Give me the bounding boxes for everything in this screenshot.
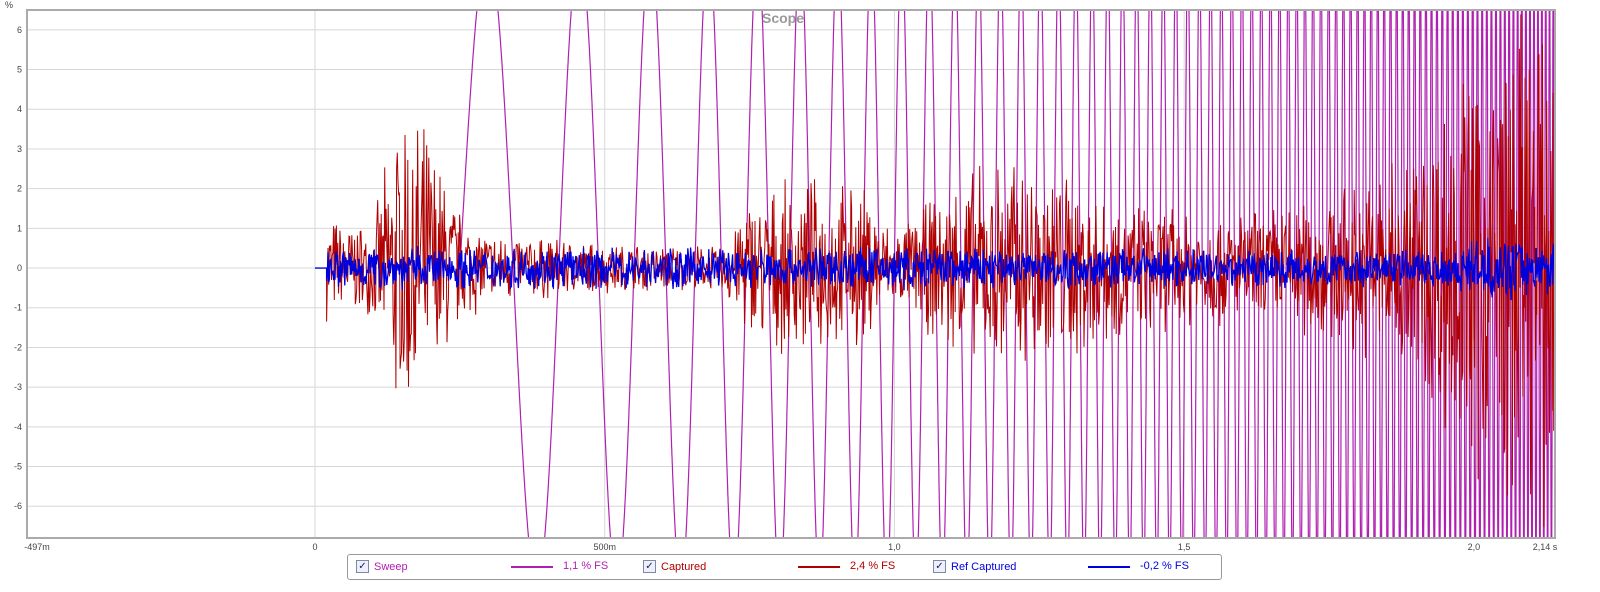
- x-tick-label: -497m: [24, 542, 50, 552]
- legend-item-ref-captured[interactable]: ✓ Ref Captured: [933, 560, 1016, 573]
- legend-value-ref-captured: -0,2 % FS: [1140, 560, 1189, 572]
- x-tick-label: 0: [312, 542, 317, 552]
- legend: ✓ Sweep 1,1 % FS ✓ Captured 2,4 % FS ✓ Ref Ca…: [347, 554, 1222, 580]
- x-tick-label: 1,0: [888, 542, 901, 552]
- x-tick-label: 2,0: [1468, 542, 1481, 552]
- x-tick-label: 1,5: [1178, 542, 1191, 552]
- legend-item-sweep[interactable]: ✓ Sweep: [356, 560, 408, 573]
- plot-frame: [26, 9, 1556, 539]
- checkbox-ref-captured[interactable]: ✓: [933, 560, 946, 573]
- y-tick-label: -4: [14, 422, 22, 432]
- series-ref-captured-line: [314, 237, 1555, 301]
- y-tick-label: 5: [17, 65, 22, 75]
- y-tick-label: 6: [17, 25, 22, 35]
- y-tick-label: -2: [14, 342, 22, 352]
- y-tick-label: 4: [17, 104, 22, 114]
- legend-item-captured[interactable]: ✓ Captured: [643, 560, 706, 573]
- x-tick-label: 2,14 s: [1533, 542, 1558, 552]
- legend-swatch-ref-captured: [1088, 566, 1130, 568]
- chart-title: Scope: [762, 10, 804, 26]
- y-tick-label: 0: [17, 263, 22, 273]
- legend-value-sweep: 1,1 % FS: [563, 560, 609, 572]
- x-tick-label: 500m: [593, 542, 616, 552]
- legend-swatch-captured: [798, 566, 840, 568]
- y-tick-label: -5: [14, 462, 22, 472]
- y-tick-label: -6: [14, 501, 22, 511]
- plot-area[interactable]: Scope % 6 5 4 3 2 1 0 -1 -2 -3 -4 -5 -6 -497m 0 500m 1,0…: [0, 0, 1600, 552]
- legend-swatch-sweep: [511, 566, 553, 568]
- y-tick-label: 1: [17, 223, 22, 233]
- y-axis-label: %: [5, 0, 13, 10]
- y-tick-label: -3: [14, 382, 22, 392]
- checkbox-captured[interactable]: ✓: [643, 560, 656, 573]
- series-captured-line: [314, 14, 1555, 527]
- legend-label: Captured: [661, 560, 707, 573]
- y-tick-label: 2: [17, 184, 22, 194]
- legend-label: Ref Captured: [951, 560, 1017, 573]
- y-tick-label: -1: [14, 303, 22, 313]
- checkbox-sweep[interactable]: ✓: [356, 560, 369, 573]
- legend-label: Sweep: [374, 560, 408, 573]
- series-sweep-line: [459, 10, 1555, 538]
- y-tick-label: 3: [17, 144, 22, 154]
- legend-value-captured: 2,4 % FS: [850, 560, 896, 572]
